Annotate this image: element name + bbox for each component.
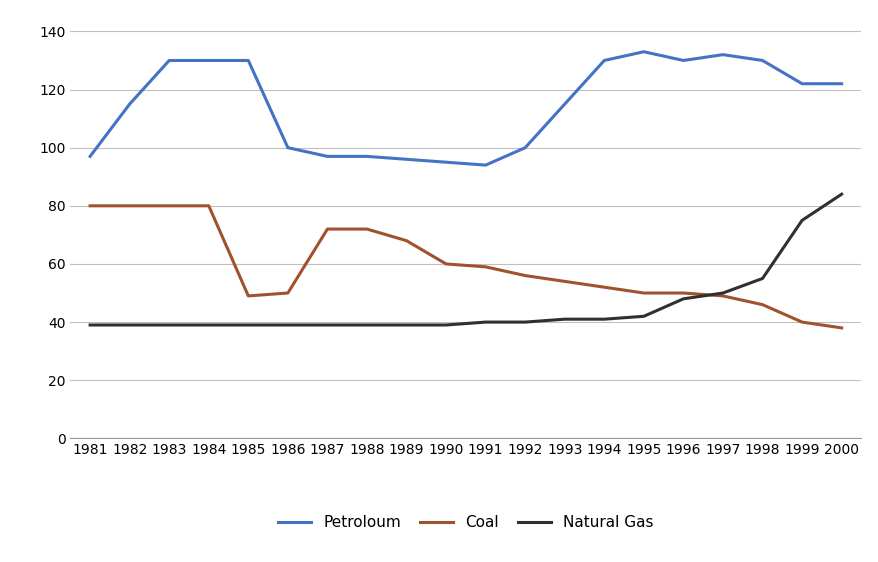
Coal [204,202,214,209]
Natural Gas [125,321,135,328]
Petroloum [678,57,688,64]
Natural Gas [322,321,333,328]
Petroloum [717,51,728,58]
Petroloum [283,144,293,151]
Coal [362,226,372,233]
Petroloum [362,153,372,160]
Natural Gas [164,321,175,328]
Petroloum [243,57,254,64]
Natural Gas [283,321,293,328]
Coal [283,289,293,296]
Petroloum [401,156,412,162]
Petroloum [757,57,767,64]
Natural Gas [480,319,491,325]
Natural Gas [520,319,530,325]
Coal [401,237,412,244]
Petroloum [204,57,214,64]
Coal [559,278,570,285]
Petroloum [520,144,530,151]
Line: Natural Gas: Natural Gas [90,194,841,325]
Natural Gas [243,321,254,328]
Natural Gas [717,289,728,296]
Petroloum [480,162,491,169]
Coal [599,284,609,291]
Petroloum [322,153,333,160]
Natural Gas [362,321,372,328]
Coal [757,301,767,308]
Line: Petroloum: Petroloum [90,52,841,165]
Natural Gas [599,316,609,323]
Line: Coal: Coal [90,206,841,328]
Natural Gas [836,191,846,198]
Coal [836,324,846,331]
Natural Gas [638,313,649,320]
Coal [480,264,491,270]
Coal [678,289,688,296]
Coal [322,226,333,233]
Natural Gas [401,321,412,328]
Natural Gas [85,321,96,328]
Natural Gas [796,217,807,224]
Natural Gas [757,275,767,282]
Petroloum [599,57,609,64]
Coal [638,289,649,296]
Coal [796,319,807,325]
Coal [717,293,728,300]
Coal [85,202,96,209]
Petroloum [164,57,175,64]
Petroloum [638,48,649,55]
Natural Gas [559,316,570,323]
Petroloum [559,101,570,107]
Coal [164,202,175,209]
Petroloum [85,153,96,160]
Petroloum [441,159,451,166]
Coal [441,261,451,268]
Petroloum [836,80,846,87]
Coal [243,293,254,300]
Natural Gas [441,321,451,328]
Petroloum [796,80,807,87]
Coal [520,272,530,279]
Petroloum [125,101,135,107]
Coal [125,202,135,209]
Legend: Petroloum, Coal, Natural Gas: Petroloum, Coal, Natural Gas [271,509,659,537]
Natural Gas [204,321,214,328]
Natural Gas [678,296,688,302]
